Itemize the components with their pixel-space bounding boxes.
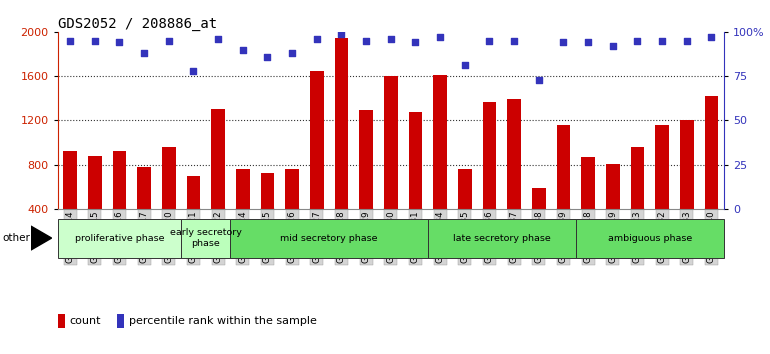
Bar xyxy=(335,39,348,209)
FancyBboxPatch shape xyxy=(181,218,230,258)
Point xyxy=(459,63,471,68)
Point xyxy=(705,34,718,40)
Bar xyxy=(112,152,126,209)
Bar xyxy=(384,76,397,209)
Bar xyxy=(117,314,124,328)
FancyBboxPatch shape xyxy=(58,218,181,258)
Bar xyxy=(557,125,571,209)
Point xyxy=(484,38,496,44)
Point xyxy=(533,77,545,82)
Point xyxy=(607,43,619,49)
Point xyxy=(162,38,175,44)
Bar xyxy=(360,110,373,209)
FancyBboxPatch shape xyxy=(428,218,576,258)
Bar xyxy=(434,75,447,209)
Bar xyxy=(483,102,496,209)
FancyBboxPatch shape xyxy=(230,218,428,258)
Bar xyxy=(137,167,151,209)
Point xyxy=(631,38,644,44)
Bar xyxy=(261,173,274,209)
Point xyxy=(113,40,126,45)
Bar xyxy=(211,109,225,209)
Bar xyxy=(606,164,620,209)
Bar xyxy=(705,96,718,209)
Point xyxy=(286,50,298,56)
Point xyxy=(89,38,101,44)
Point xyxy=(187,68,199,74)
Bar xyxy=(655,125,669,209)
Point xyxy=(557,40,570,45)
Point xyxy=(310,36,323,42)
Point xyxy=(335,31,347,36)
Bar xyxy=(88,156,102,209)
Point xyxy=(64,38,76,44)
Bar xyxy=(63,152,77,209)
Point xyxy=(508,38,521,44)
Point xyxy=(261,54,273,59)
Text: proliferative phase: proliferative phase xyxy=(75,234,164,242)
Point xyxy=(236,47,249,52)
Bar xyxy=(409,112,422,209)
Bar xyxy=(458,169,471,209)
Bar xyxy=(310,70,323,209)
Point xyxy=(360,38,372,44)
Text: mid secretory phase: mid secretory phase xyxy=(280,234,378,242)
Text: ambiguous phase: ambiguous phase xyxy=(608,234,692,242)
Bar xyxy=(680,120,694,209)
Bar xyxy=(286,169,299,209)
Text: GDS2052 / 208886_at: GDS2052 / 208886_at xyxy=(58,17,217,31)
Point xyxy=(656,38,668,44)
Bar xyxy=(507,99,521,209)
Text: other: other xyxy=(2,233,30,243)
Point xyxy=(434,34,447,40)
Bar xyxy=(631,147,644,209)
Bar xyxy=(532,188,546,209)
FancyBboxPatch shape xyxy=(576,218,724,258)
Bar xyxy=(162,147,176,209)
Bar xyxy=(236,169,249,209)
Point xyxy=(681,38,693,44)
Point xyxy=(410,40,422,45)
Polygon shape xyxy=(31,226,52,250)
Point xyxy=(384,36,397,42)
Text: early secretory
phase: early secretory phase xyxy=(170,228,242,248)
Text: late secretory phase: late secretory phase xyxy=(453,234,551,242)
Point xyxy=(582,40,594,45)
Text: count: count xyxy=(69,316,101,326)
Bar xyxy=(58,314,65,328)
Bar xyxy=(581,157,595,209)
Point xyxy=(212,36,224,42)
Text: percentile rank within the sample: percentile rank within the sample xyxy=(129,316,316,326)
Bar xyxy=(186,176,200,209)
Point xyxy=(138,50,150,56)
